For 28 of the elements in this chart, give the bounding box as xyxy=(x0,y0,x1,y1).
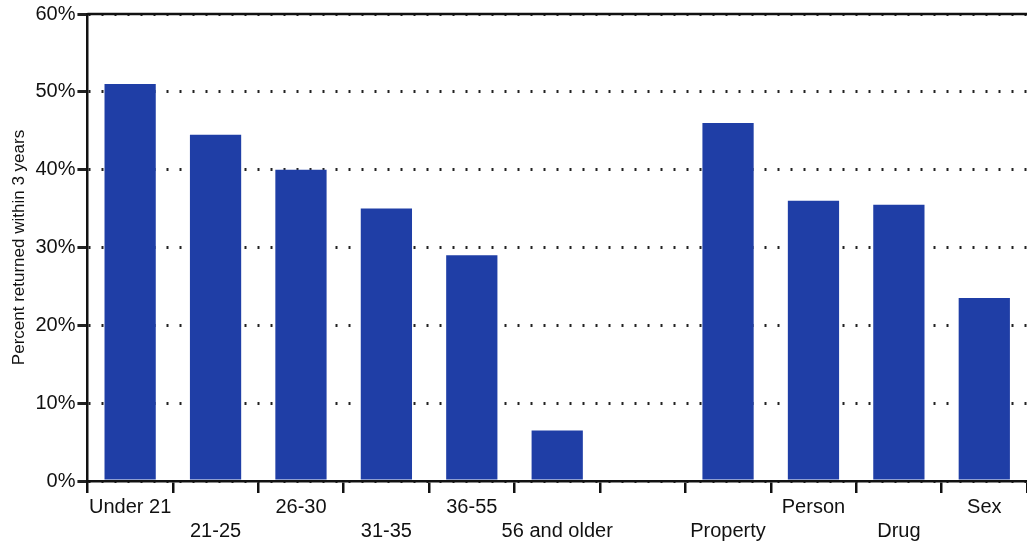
x-tick-label: 31-35 xyxy=(360,518,412,541)
x-tick-label: 36-55 xyxy=(446,494,498,517)
bar xyxy=(104,84,156,480)
x-tick-label: 26-30 xyxy=(275,494,327,517)
y-tick-label: 30% xyxy=(35,235,76,258)
x-tick-label: 56 and older xyxy=(501,518,614,541)
bar xyxy=(787,200,840,480)
bar xyxy=(446,255,498,480)
bar xyxy=(189,134,242,480)
bar xyxy=(531,430,583,480)
x-tick-label: Under 21 xyxy=(89,494,172,517)
x-tick-label: Person xyxy=(781,494,846,517)
y-axis-title: Percent returned within 3 years xyxy=(8,129,28,366)
y-tick-label: 40% xyxy=(35,157,76,180)
bar xyxy=(958,298,1010,480)
bar xyxy=(702,122,754,480)
y-tick-label: 60% xyxy=(35,1,76,24)
y-tick-label: 50% xyxy=(35,79,76,102)
x-tick-label: Drug xyxy=(877,518,921,541)
bar xyxy=(360,208,413,480)
x-tick-label: 21-25 xyxy=(189,518,242,541)
y-tick-label: 20% xyxy=(35,312,76,335)
bar xyxy=(873,204,925,480)
y-tick-label: 10% xyxy=(35,390,76,413)
y-tick-label: 0% xyxy=(46,468,76,491)
bar xyxy=(275,169,327,480)
x-tick-label: Sex xyxy=(967,494,1002,517)
x-tick-label: Property xyxy=(690,518,766,541)
